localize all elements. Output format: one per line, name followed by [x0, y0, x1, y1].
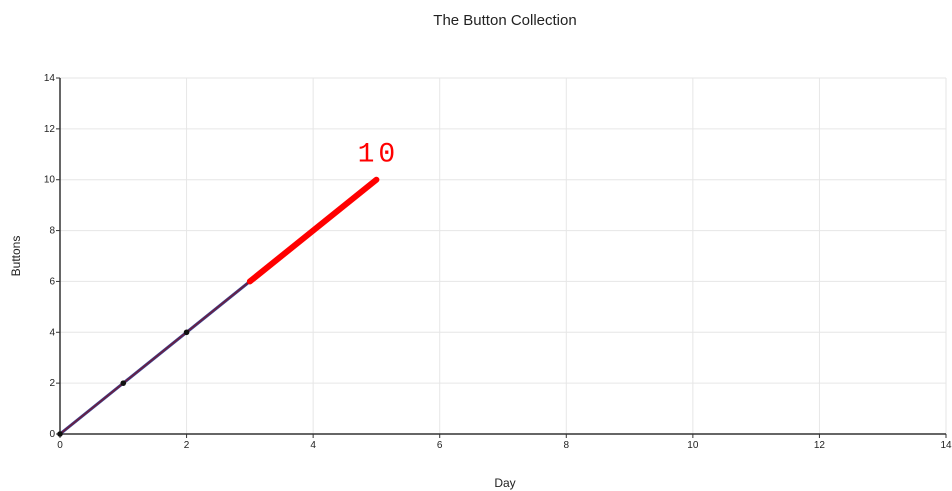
- y-tick-label: 14: [44, 73, 56, 84]
- series-line: [59, 280, 251, 435]
- x-tick-label: 6: [437, 440, 443, 451]
- y-tick-label: 2: [49, 378, 55, 389]
- y-axis-label: Buttons: [9, 236, 23, 277]
- y-tick-label: 6: [49, 276, 55, 287]
- grid: [60, 77, 947, 434]
- data-point: [183, 329, 190, 336]
- annotation-label: 10: [358, 140, 400, 171]
- y-tick-label: 4: [49, 327, 55, 338]
- x-tick-label: 10: [687, 440, 699, 451]
- x-tick-label: 0: [57, 440, 63, 451]
- y-tick-label: 8: [49, 226, 55, 237]
- series-line-red: [246, 176, 380, 285]
- tick-labels: 0 2 4 6 8 10 12 14 0 2 4 6 8 10 12 14: [44, 73, 952, 451]
- data-point: [120, 380, 127, 386]
- data-point: [57, 431, 63, 437]
- x-tick-label: 12: [814, 440, 826, 451]
- chart-title: The Button Collection: [433, 12, 576, 29]
- x-tick-label: 2: [184, 440, 190, 451]
- x-tick-label: 4: [310, 440, 316, 451]
- y-tick-label: 0: [49, 429, 55, 440]
- x-axis-label: Day: [494, 476, 515, 490]
- annotations-layer: 10: [358, 140, 400, 171]
- series-layer: [57, 176, 380, 437]
- x-tick-label: 14: [940, 440, 952, 451]
- x-tick-label: 8: [564, 440, 570, 451]
- axes: [56, 77, 947, 438]
- y-tick-label: 12: [44, 124, 56, 135]
- y-tick-label: 10: [44, 175, 56, 186]
